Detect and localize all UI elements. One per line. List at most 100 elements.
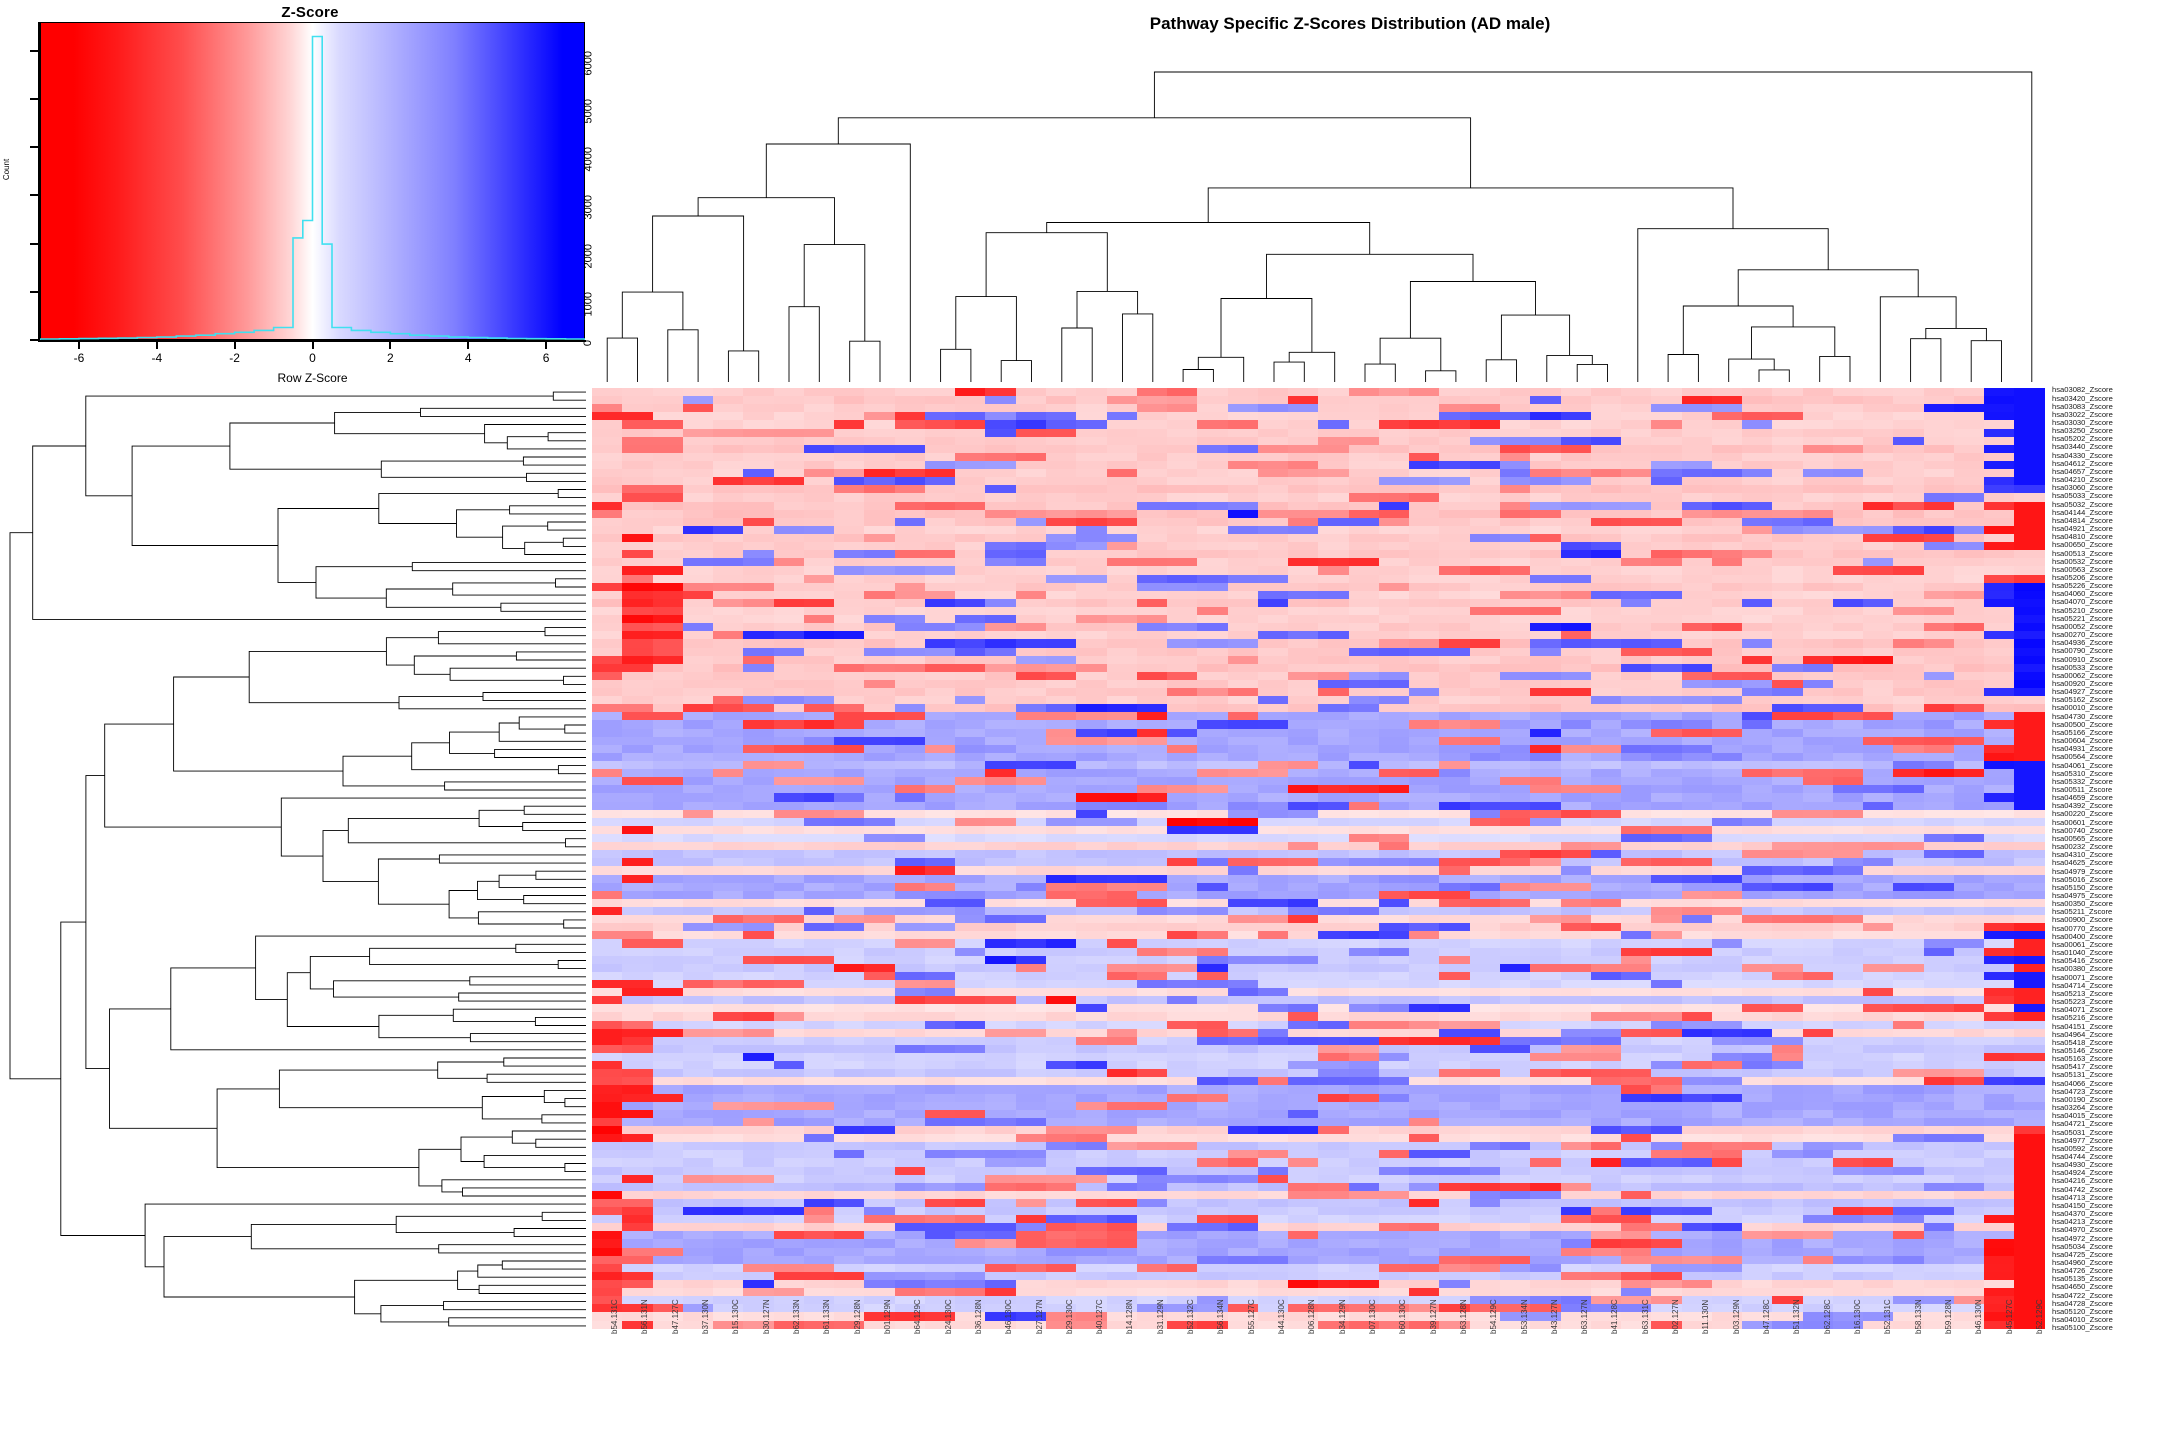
heatmap-cell (1802, 793, 1833, 802)
heatmap-cell (1167, 485, 1198, 494)
heatmap-cell (1590, 533, 1622, 543)
heatmap-cell (1106, 996, 1137, 1005)
heatmap-cell (985, 890, 1016, 899)
heatmap-cell (1923, 817, 1954, 826)
heatmap-cell (1832, 1061, 1864, 1070)
heatmap-cell (1590, 1101, 1622, 1110)
heatmap-cell (1923, 744, 1954, 753)
heatmap-cell (924, 615, 956, 624)
heatmap-cell (1499, 501, 1531, 510)
heatmap-cell (1802, 825, 1833, 835)
heatmap-cell (1832, 404, 1864, 413)
heatmap-cell (1469, 1036, 1500, 1045)
heatmap-cell (682, 574, 714, 583)
heatmap-row (592, 1061, 2045, 1070)
heatmap-cell (924, 785, 956, 794)
heatmap-cell (1499, 979, 1531, 989)
heatmap-cell (1742, 858, 1773, 867)
heatmap-cell (985, 1069, 1016, 1078)
heatmap-cell (682, 769, 714, 778)
heatmap-cell (1197, 533, 1228, 543)
heatmap-cell (894, 736, 925, 745)
heatmap-cell (1076, 639, 1107, 648)
heatmap-cell (924, 1101, 956, 1110)
heatmap-cell (1257, 752, 1289, 762)
heatmap-cell (1863, 696, 1894, 705)
heatmap-cell (1257, 1052, 1289, 1062)
heatmap-cell (1469, 1101, 1500, 1110)
heatmap-cell (1439, 842, 1470, 851)
heatmap-cell (1711, 444, 1743, 453)
heatmap-cell (622, 631, 653, 640)
heatmap-cell (652, 469, 683, 478)
heatmap-cell (682, 704, 714, 713)
heatmap-cell (1621, 979, 1652, 989)
heatmap-cell (985, 1036, 1016, 1045)
heatmap-cell (1227, 1061, 1258, 1070)
heatmap-cell (1409, 769, 1440, 778)
heatmap-cell (1439, 736, 1470, 745)
heatmap-cell (2014, 996, 2045, 1005)
heatmap-cell (1802, 752, 1833, 762)
heatmap-cell (1318, 436, 1349, 445)
heatmap-cell (1469, 736, 1500, 745)
heatmap-cell (1802, 1190, 1833, 1199)
heatmap-cell (1106, 1101, 1137, 1110)
heatmap-cell (1409, 663, 1440, 672)
heatmap-cell (1106, 428, 1137, 437)
heatmap-cell (1772, 404, 1803, 413)
heatmap-cell (1439, 769, 1470, 778)
heatmap-cell (1106, 1150, 1137, 1159)
heatmap-cell (924, 542, 956, 551)
heatmap-cell (1621, 696, 1652, 705)
heatmap-cell (924, 752, 956, 762)
heatmap-cell (1953, 971, 1985, 980)
heatmap-cell (1651, 907, 1682, 916)
heatmap-cell (713, 639, 744, 648)
heatmap-cell (1560, 712, 1591, 721)
heatmap-cell (1893, 436, 1924, 445)
heatmap-cell (1318, 485, 1349, 494)
heatmap-cell (1530, 1012, 1561, 1021)
heatmap-cell (1832, 1174, 1864, 1183)
heatmap-cell (1651, 1101, 1682, 1110)
heatmap-cell (1288, 1109, 1319, 1118)
heatmap-cell (834, 615, 865, 624)
heatmap-cell (1893, 420, 1924, 429)
heatmap-cell (1984, 558, 2015, 567)
heatmap-cell (1621, 996, 1652, 1005)
heatmap-cell (1288, 671, 1319, 680)
heatmap-cell (652, 979, 683, 989)
heatmap-cell (1711, 558, 1743, 567)
heatmap-cell (1681, 452, 1712, 461)
heatmap-cell (1923, 1101, 1954, 1110)
heatmap-cell (1015, 679, 1046, 689)
heatmap-cell (803, 842, 835, 851)
heatmap-cell (1984, 996, 2015, 1005)
heatmap-cell (1318, 598, 1349, 607)
heatmap-cell (1802, 590, 1833, 599)
heatmap-cell (1772, 623, 1803, 632)
heatmap-cell (955, 712, 986, 721)
heatmap-cell (1045, 696, 1077, 705)
heatmap-row (592, 1093, 2045, 1102)
heatmap-cell (1953, 1117, 1985, 1126)
heatmap-cell (985, 647, 1016, 656)
heatmap-cell (834, 1134, 865, 1143)
heatmap-cell (1953, 679, 1985, 689)
heatmap-cell (1621, 396, 1652, 405)
heatmap-cell (1499, 947, 1531, 956)
heatmap-cell (1590, 396, 1622, 405)
heatmap-cell (1711, 1125, 1743, 1135)
heatmap-cell (1045, 850, 1077, 859)
heatmap-cell (652, 834, 683, 843)
heatmap-cell (1106, 825, 1137, 835)
heatmap-cell (1227, 1166, 1258, 1175)
heatmap-cell (834, 501, 865, 510)
heatmap-cell (1832, 1085, 1864, 1094)
heatmap-cell (1802, 606, 1833, 616)
heatmap-cell (1499, 1117, 1531, 1126)
heatmap-cell (1167, 671, 1198, 680)
heatmap-cell (682, 517, 714, 526)
heatmap-cell (1863, 1174, 1894, 1183)
